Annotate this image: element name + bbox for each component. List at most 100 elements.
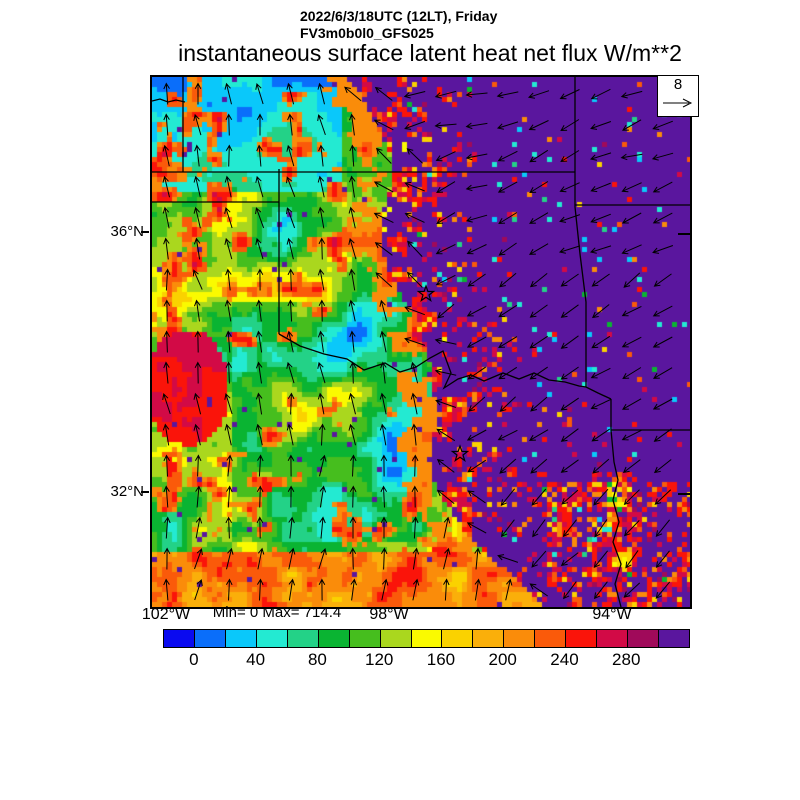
wind-arrow xyxy=(559,182,580,193)
wind-arrow xyxy=(255,207,265,229)
wind-arrow xyxy=(194,361,202,384)
wind-arrow xyxy=(380,485,388,508)
wind-arrow xyxy=(163,485,170,508)
header-block: 2022/6/3/18UTC (12LT), Friday FV3m0b0l0_… xyxy=(300,8,497,42)
wind-arrow xyxy=(193,113,202,136)
wind-arrow xyxy=(560,428,579,442)
wind-arrow xyxy=(257,547,265,570)
wind-arrow xyxy=(373,181,394,193)
wind-arrow xyxy=(379,330,387,353)
wind-arrow xyxy=(162,175,170,198)
wind-arrow xyxy=(286,207,296,229)
wind-arrow xyxy=(286,144,295,167)
wind-arrow xyxy=(505,578,513,601)
wind-arrow xyxy=(318,547,327,570)
lon-tick-label: 98°W xyxy=(369,606,409,623)
wind-arrow xyxy=(465,153,488,161)
wind-arrow xyxy=(255,237,264,260)
wind-arrow xyxy=(434,368,457,376)
colorbar-segment xyxy=(255,630,287,647)
wind-arrow xyxy=(411,423,418,446)
wind-arrow xyxy=(163,578,170,601)
wind-arrow xyxy=(195,485,202,508)
wind-arrow xyxy=(562,519,577,538)
colorbar-segment xyxy=(441,630,473,647)
wind-arrow xyxy=(286,361,295,384)
wind-arrow xyxy=(404,120,426,130)
wind-arrow xyxy=(404,337,426,346)
wind-arrow xyxy=(592,458,610,474)
wind-arrow xyxy=(529,212,549,224)
wind-arrow xyxy=(434,122,457,129)
wind-arrow xyxy=(589,152,612,161)
wind-arrow xyxy=(529,335,548,349)
wind-arrow xyxy=(623,489,640,506)
wind-arrow xyxy=(406,271,423,288)
wind-arrow xyxy=(163,547,171,570)
wind-arrow xyxy=(193,237,201,260)
wind-arrow xyxy=(404,306,425,316)
wind-arrow xyxy=(404,181,425,192)
wind-arrow xyxy=(163,299,171,322)
wind-arrow xyxy=(497,554,519,563)
wind-arrow xyxy=(560,459,579,473)
wind-arrow xyxy=(194,144,201,167)
wind-arrow xyxy=(500,519,515,538)
wind-arrow xyxy=(529,273,548,288)
wind-arrow xyxy=(436,181,456,193)
wind-arrow xyxy=(255,392,263,415)
wind-arrow xyxy=(625,550,639,569)
wind-arrow xyxy=(530,396,548,412)
wind-arrow xyxy=(225,330,232,353)
colorbar-segment xyxy=(224,630,256,647)
wind-arrow xyxy=(224,299,232,322)
wind-arrow xyxy=(349,330,356,353)
city-star-marker xyxy=(416,284,436,302)
map-plot: 8 xyxy=(150,75,699,609)
wind-arrow xyxy=(318,144,325,167)
wind-arrow xyxy=(224,423,232,446)
wind-arrow xyxy=(436,458,455,473)
wind-arrow xyxy=(288,578,296,601)
wind-arrow xyxy=(226,485,233,508)
wind-arrow xyxy=(380,454,388,477)
wind-arrow xyxy=(349,144,356,167)
wind-arrow xyxy=(226,547,234,570)
wind-arrow xyxy=(224,237,233,260)
wind-arrow xyxy=(529,583,548,597)
wind-arrow xyxy=(319,516,326,539)
wind-arrow xyxy=(256,299,263,322)
wind-arrow xyxy=(373,119,394,131)
wind-arrow xyxy=(194,82,202,105)
colorbar-tick-label: 120 xyxy=(364,650,394,669)
wind-arrow xyxy=(560,335,579,349)
wind-arrow xyxy=(590,213,611,223)
wind-arrow xyxy=(466,244,487,255)
wind-arrow xyxy=(287,485,295,508)
wind-arrow xyxy=(225,144,233,167)
red-river-border xyxy=(278,333,612,400)
wind-arrow xyxy=(498,242,517,256)
colorbar-segment xyxy=(658,630,689,647)
wind-arrow xyxy=(529,366,548,380)
wind-arrow xyxy=(593,550,608,569)
wind-arrow xyxy=(468,396,486,412)
wind-arrow xyxy=(652,336,673,348)
colorbar-segment xyxy=(596,630,628,647)
wind-arrow xyxy=(162,392,171,415)
wind-arrow xyxy=(256,144,263,167)
wind-arrow xyxy=(623,520,640,537)
wind-arrow xyxy=(465,214,488,223)
wind-arrow xyxy=(163,454,171,477)
wind-arrow xyxy=(163,113,170,136)
wind-arrow xyxy=(224,175,232,198)
wind-arrow xyxy=(256,268,264,291)
wind-arrow xyxy=(349,516,357,539)
wind-arrow xyxy=(500,488,515,507)
wind-arrow xyxy=(559,214,581,223)
wind-arrow xyxy=(529,304,548,318)
wind-arrow xyxy=(317,361,326,384)
wind-arrow xyxy=(224,207,233,229)
wind-arrow xyxy=(652,245,674,254)
wind-arrow xyxy=(652,212,673,224)
